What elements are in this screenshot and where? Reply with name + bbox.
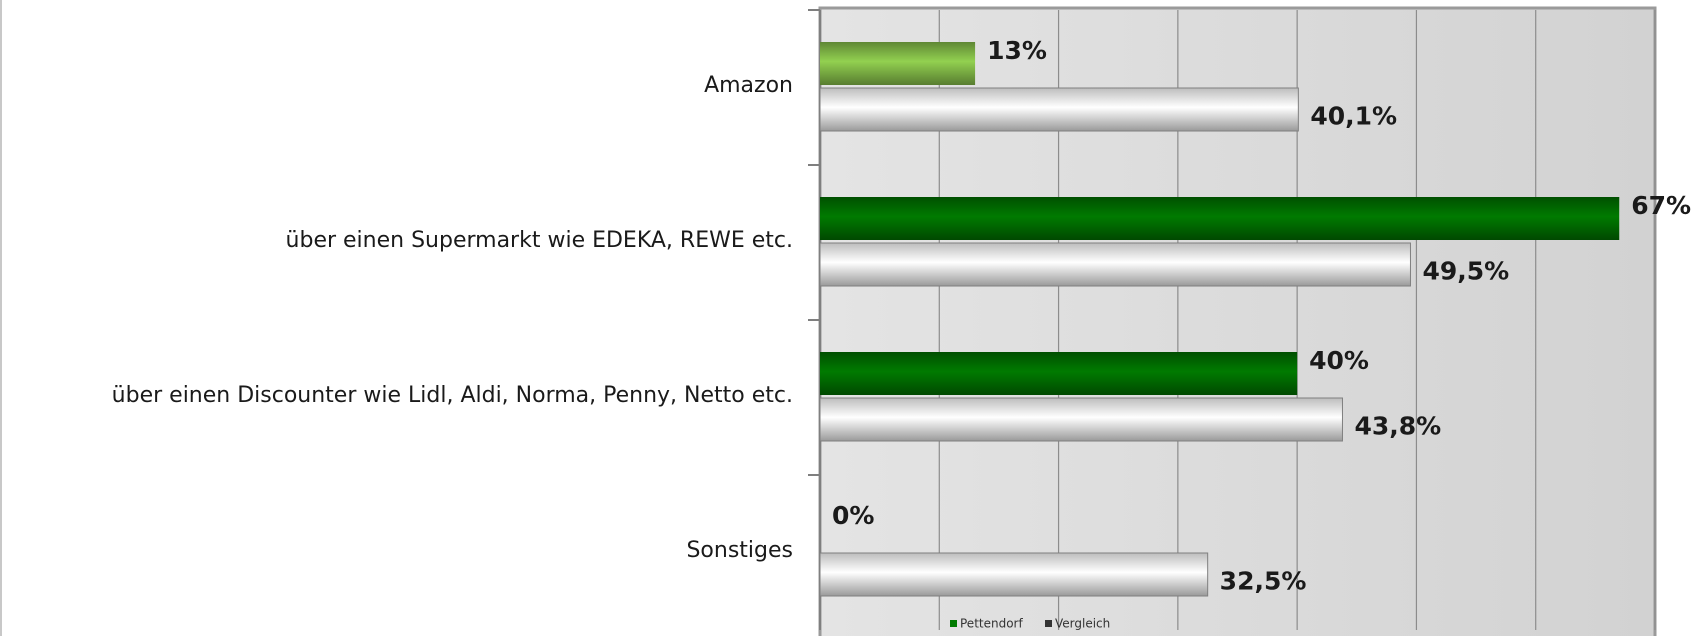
category-label: Amazon	[704, 73, 793, 98]
category-label: über einen Discounter wie Lidl, Aldi, No…	[112, 383, 793, 408]
value-label: 0%	[832, 501, 874, 530]
category-label: Sonstiges	[686, 538, 793, 563]
bar-shade	[820, 352, 1298, 395]
value-label: 13%	[987, 36, 1047, 65]
value-label: 40,1%	[1310, 102, 1397, 131]
bar-shade	[820, 197, 1620, 240]
bar	[819, 397, 1343, 442]
value-label: 49,5%	[1422, 257, 1509, 286]
value-label: 40%	[1309, 346, 1369, 375]
value-label: 43,8%	[1354, 412, 1441, 441]
bar	[819, 87, 1299, 132]
value-label: 67%	[1631, 191, 1691, 220]
value-label: 32,5%	[1220, 567, 1307, 596]
legend-label: Vergleich	[1055, 617, 1110, 631]
legend-swatch	[950, 620, 957, 627]
bar	[819, 552, 1209, 597]
bar-shade	[820, 42, 976, 85]
legend-swatch	[1045, 620, 1052, 627]
bar	[819, 242, 1411, 287]
category-label: über einen Supermarkt wie EDEKA, REWE et…	[286, 228, 793, 253]
legend-label: Pettendorf	[960, 617, 1023, 631]
